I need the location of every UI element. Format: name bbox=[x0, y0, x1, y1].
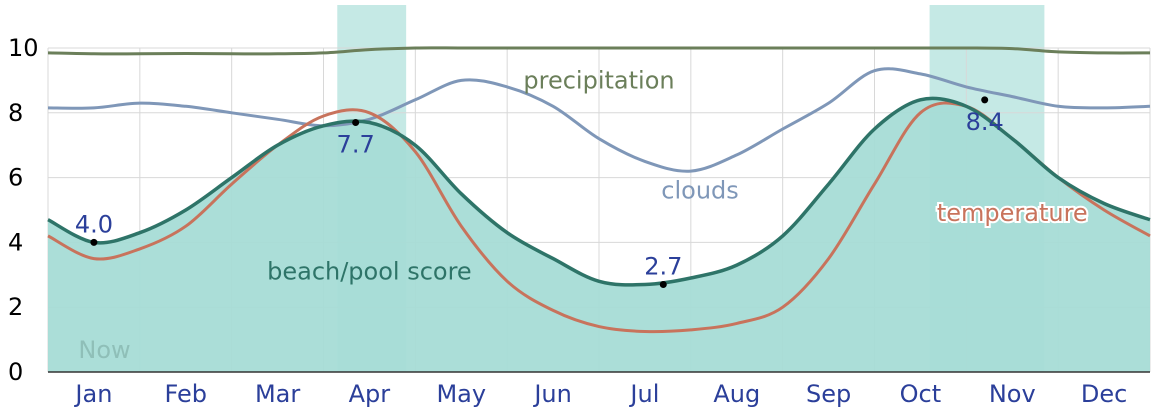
x-tick-label: Jan bbox=[73, 380, 112, 408]
x-tick-label: Aug bbox=[713, 380, 760, 408]
x-tick-label: Feb bbox=[165, 380, 208, 408]
series-label: precipitation bbox=[523, 66, 674, 94]
x-tick-label: Nov bbox=[989, 380, 1036, 408]
x-tick-label: Apr bbox=[349, 380, 391, 408]
tick-labels: 0 2 4 6 8 10 Jan Feb Mar Apr May Jun Jul Aug Sep Oct Nov… bbox=[8, 34, 1127, 408]
annotation-label: 8.4 bbox=[966, 108, 1004, 136]
series-line-clouds bbox=[47, 67, 1151, 173]
series-label: clouds bbox=[661, 177, 739, 205]
score-area bbox=[48, 98, 1150, 372]
x-tick-label: Dec bbox=[1081, 380, 1127, 408]
series-label: temperature bbox=[937, 199, 1088, 227]
annotation-point bbox=[90, 238, 98, 246]
series-line-score bbox=[47, 96, 1151, 287]
series-line-precipitation bbox=[47, 46, 1151, 56]
y-tick-label: 0 bbox=[8, 358, 23, 386]
series-area-fill bbox=[48, 98, 1150, 372]
x-tick-label: Sep bbox=[806, 380, 851, 408]
x-tick-label: Oct bbox=[900, 380, 942, 408]
annotation-point bbox=[352, 119, 360, 127]
series-lines bbox=[47, 46, 1151, 334]
y-tick-label: 8 bbox=[8, 99, 23, 127]
x-tick-label: Jul bbox=[628, 380, 659, 408]
x-tick-label: Mar bbox=[255, 380, 300, 408]
series-label: beach/pool score bbox=[267, 258, 472, 286]
annotation-label: 7.7 bbox=[337, 131, 375, 159]
y-tick-label: 10 bbox=[8, 34, 39, 62]
x-tick-label: May bbox=[436, 380, 486, 408]
series-labels: precipitation clouds temperature beach/pool… bbox=[267, 66, 1090, 286]
y-tick-label: 2 bbox=[8, 293, 23, 321]
annotation-label: 4.0 bbox=[75, 210, 113, 238]
annotation-point bbox=[659, 281, 667, 289]
now-label: Now bbox=[78, 336, 130, 364]
x-tick-label: Jun bbox=[532, 380, 572, 408]
annotation-label: 2.7 bbox=[644, 253, 682, 281]
y-tick-label: 4 bbox=[8, 228, 23, 256]
annotations: 4.0 7.7 2.7 8.4 bbox=[75, 96, 1004, 289]
y-tick-label: 6 bbox=[8, 164, 23, 192]
annotation-point bbox=[981, 96, 989, 104]
